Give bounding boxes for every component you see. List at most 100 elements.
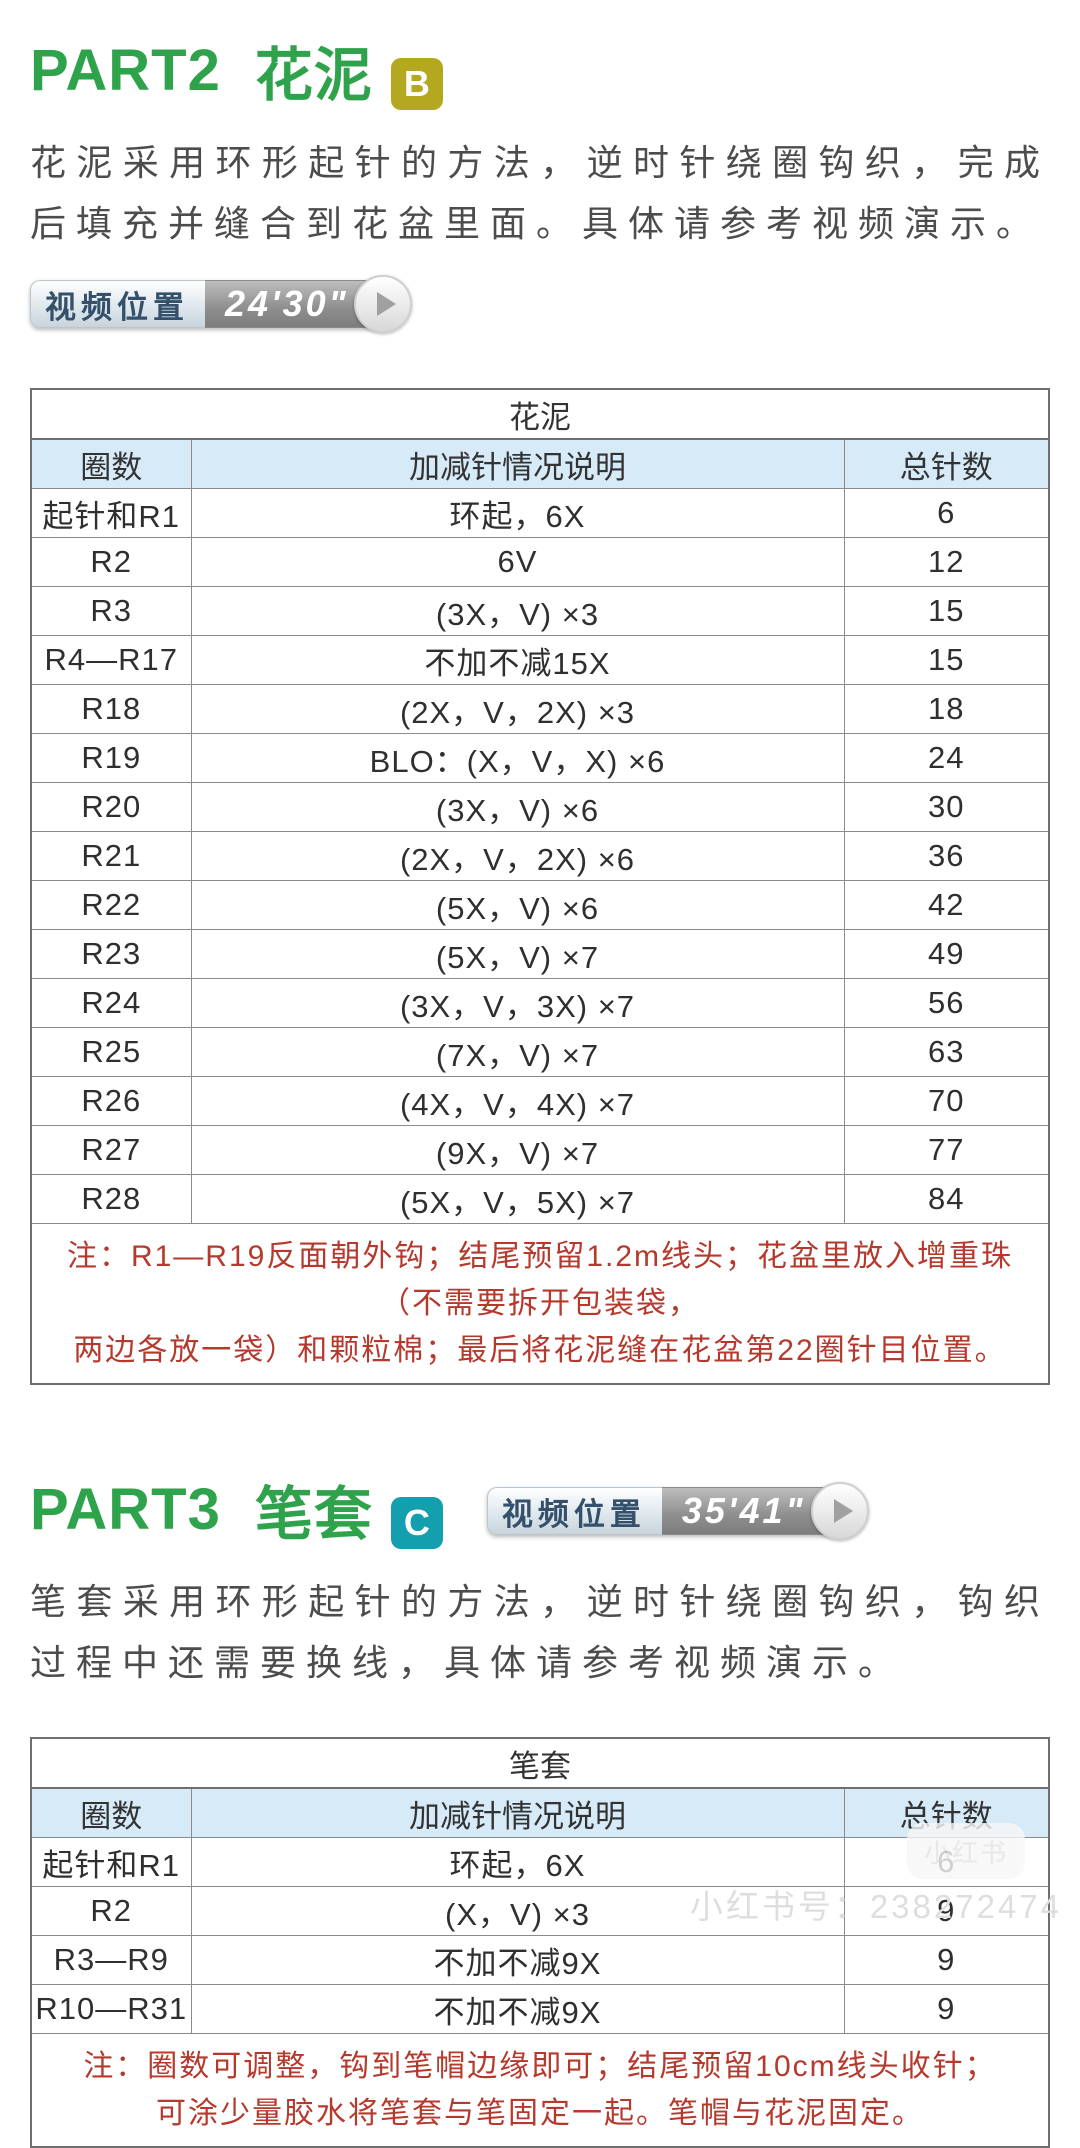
table-cell: 不加不减15X	[190, 635, 845, 685]
play-icon[interactable]	[353, 275, 412, 333]
table-row: R10—R31 不加不减9X 9	[30, 1984, 1050, 2034]
table-row: R21 (2X，V，2X) ×6 36	[30, 831, 1050, 881]
piece-c-badge: C	[390, 1497, 443, 1549]
table-cell: 9	[843, 1935, 1050, 1985]
column-header-rounds: 圈数	[30, 1787, 192, 1838]
play-triangle-icon	[376, 292, 396, 316]
table-row: R28 (5X，V，5X) ×7 84	[30, 1174, 1050, 1224]
table-cell: (4X，V，4X) ×7	[190, 1076, 845, 1126]
table-cell: 18	[843, 684, 1050, 734]
play-triangle-icon	[833, 1499, 853, 1523]
xiaohongshu-logo: 小红书	[907, 1823, 1025, 1879]
table-cell: 起针和R1	[30, 1837, 192, 1887]
part3-heading-row: PART3 笔套 C 视频位置 35'41"	[30, 1467, 1050, 1551]
table-cell: 不加不减9X	[190, 1984, 845, 2034]
table-row: R20 (3X，V) ×6 30	[30, 782, 1050, 832]
table-cell: 77	[843, 1125, 1050, 1175]
table-cell: (5X，V，5X) ×7	[190, 1174, 845, 1224]
table-cell: R3—R9	[30, 1935, 192, 1985]
table-cell: (5X，V) ×7	[190, 929, 845, 979]
table-row: R4—R17 不加不减15X 15	[30, 635, 1050, 685]
column-header-instructions: 加减针情况说明	[190, 438, 845, 489]
table-cell: 49	[843, 929, 1050, 979]
table-cell: R21	[30, 831, 192, 881]
part3-number: PART3	[30, 1476, 221, 1542]
table-row: R26 (4X，V，4X) ×7 70	[30, 1076, 1050, 1126]
part3-title: 笔套	[254, 1482, 373, 1547]
part2-heading: PART2 花泥 B	[30, 28, 1050, 112]
table-row: R3 (3X，V) ×3 15	[30, 586, 1050, 636]
table-cell: (5X，V) ×6	[190, 880, 845, 930]
table-row: R24 (3X，V，3X) ×7 56	[30, 978, 1050, 1028]
table-title-row: 笔套	[30, 1737, 1050, 1789]
column-header-rounds: 圈数	[30, 438, 192, 489]
table-title: 笔套	[30, 1737, 1050, 1789]
play-icon[interactable]	[810, 1482, 869, 1540]
table-cell: R3	[30, 586, 192, 636]
table-row: R27 (9X，V) ×7 77	[30, 1125, 1050, 1175]
table-cell: R2	[30, 537, 192, 587]
table-cell: 12	[843, 537, 1050, 587]
table-cell: R25	[30, 1027, 192, 1077]
video-position-label: 视频位置	[486, 1487, 662, 1535]
table-cell: R20	[30, 782, 192, 832]
table-cell: 24	[843, 733, 1050, 783]
table-cell: 84	[843, 1174, 1050, 1224]
table-cell: (7X，V) ×7	[190, 1027, 845, 1077]
table-cell: (3X，V) ×3	[190, 586, 845, 636]
flower-mud-table: 花泥 圈数 加减针情况说明 总针数 起针和R1 环起，6X 6 R2 6V 12 R3 (3X…	[30, 388, 1050, 1385]
column-header-total-stitches: 总针数	[843, 438, 1050, 489]
part3-intro-paragraph: 笔套采用环形起针的方法，逆时针绕圈钩织，钩织过程中还需要换线，具体请参考视频演示…	[30, 1581, 1050, 1683]
table-cell: R4—R17	[30, 635, 192, 685]
table-title: 花泥	[30, 388, 1050, 440]
table-cell: (3X，V，3X) ×7	[190, 978, 845, 1028]
table-cell: (2X，V，2X) ×6	[190, 831, 845, 881]
table-cell: 9	[843, 1984, 1050, 2034]
part3-heading: PART3 笔套 C	[30, 1467, 443, 1551]
table-cell: 6	[843, 488, 1050, 538]
table-cell: R19	[30, 733, 192, 783]
table-cell: (9X，V) ×7	[190, 1125, 845, 1175]
table-cell: R26	[30, 1076, 192, 1126]
table-cell: 63	[843, 1027, 1050, 1077]
table-cell: R2	[30, 1886, 192, 1936]
table-cell: R23	[30, 929, 192, 979]
part2-title: 花泥	[254, 43, 373, 108]
table-cell: 36	[843, 831, 1050, 881]
table-title-row: 花泥	[30, 388, 1050, 440]
table-cell: 56	[843, 978, 1050, 1028]
table-cell: R28	[30, 1174, 192, 1224]
table-cell: R22	[30, 880, 192, 930]
table-cell: 不加不减9X	[190, 1935, 845, 1985]
table-cell: 6V	[190, 537, 845, 587]
video-position-label: 视频位置	[30, 280, 205, 328]
piece-b-badge: B	[390, 58, 443, 110]
part3-video-position-badge[interactable]: 视频位置 35'41"	[486, 1482, 869, 1540]
table-row: R22 (5X，V) ×6 42	[30, 880, 1050, 930]
table-row: R18 (2X，V，2X) ×3 18	[30, 684, 1050, 734]
table-note-row: 注：R1—R19反面朝外钩；结尾预留1.2m线头；花盆里放入增重珠（不需要拆开包…	[30, 1223, 1050, 1385]
column-header-instructions: 加减针情况说明	[190, 1787, 845, 1838]
table-row: R25 (7X，V) ×7 63	[30, 1027, 1050, 1077]
table-note-row: 注：圈数可调整，钩到笔帽边缘即可；结尾预留10cm线头收针； 可涂少量胶水将笔套…	[30, 2033, 1050, 2148]
table-header-row: 圈数 加减针情况说明 总针数	[30, 438, 1050, 489]
table-note: 注：圈数可调整，钩到笔帽边缘即可；结尾预留10cm线头收针； 可涂少量胶水将笔套…	[30, 2033, 1050, 2148]
table-cell: 15	[843, 586, 1050, 636]
part2-intro-paragraph: 花泥采用环形起针的方法，逆时针绕圈钩织，完成后填充并缝合到花盆里面。具体请参考视…	[30, 142, 1050, 244]
part2-number: PART2	[30, 37, 221, 103]
table-cell: (3X，V) ×6	[190, 782, 845, 832]
table-header-row: 圈数 加减针情况说明 总针数	[30, 1787, 1050, 1838]
table-cell: 30	[843, 782, 1050, 832]
table-cell: 起针和R1	[30, 488, 192, 538]
flower-mud-table-body: 起针和R1 环起，6X 6 R2 6V 12 R3 (3X，V) ×3 15 R4—R17 不加不减…	[30, 488, 1050, 1224]
table-row: R3—R9 不加不减9X 9	[30, 1935, 1050, 1985]
table-cell: R27	[30, 1125, 192, 1175]
table-cell: R24	[30, 978, 192, 1028]
table-cell: 70	[843, 1076, 1050, 1126]
table-cell: 环起，6X	[190, 1837, 845, 1887]
part2-video-position-badge[interactable]: 视频位置 24'30"	[30, 275, 412, 333]
